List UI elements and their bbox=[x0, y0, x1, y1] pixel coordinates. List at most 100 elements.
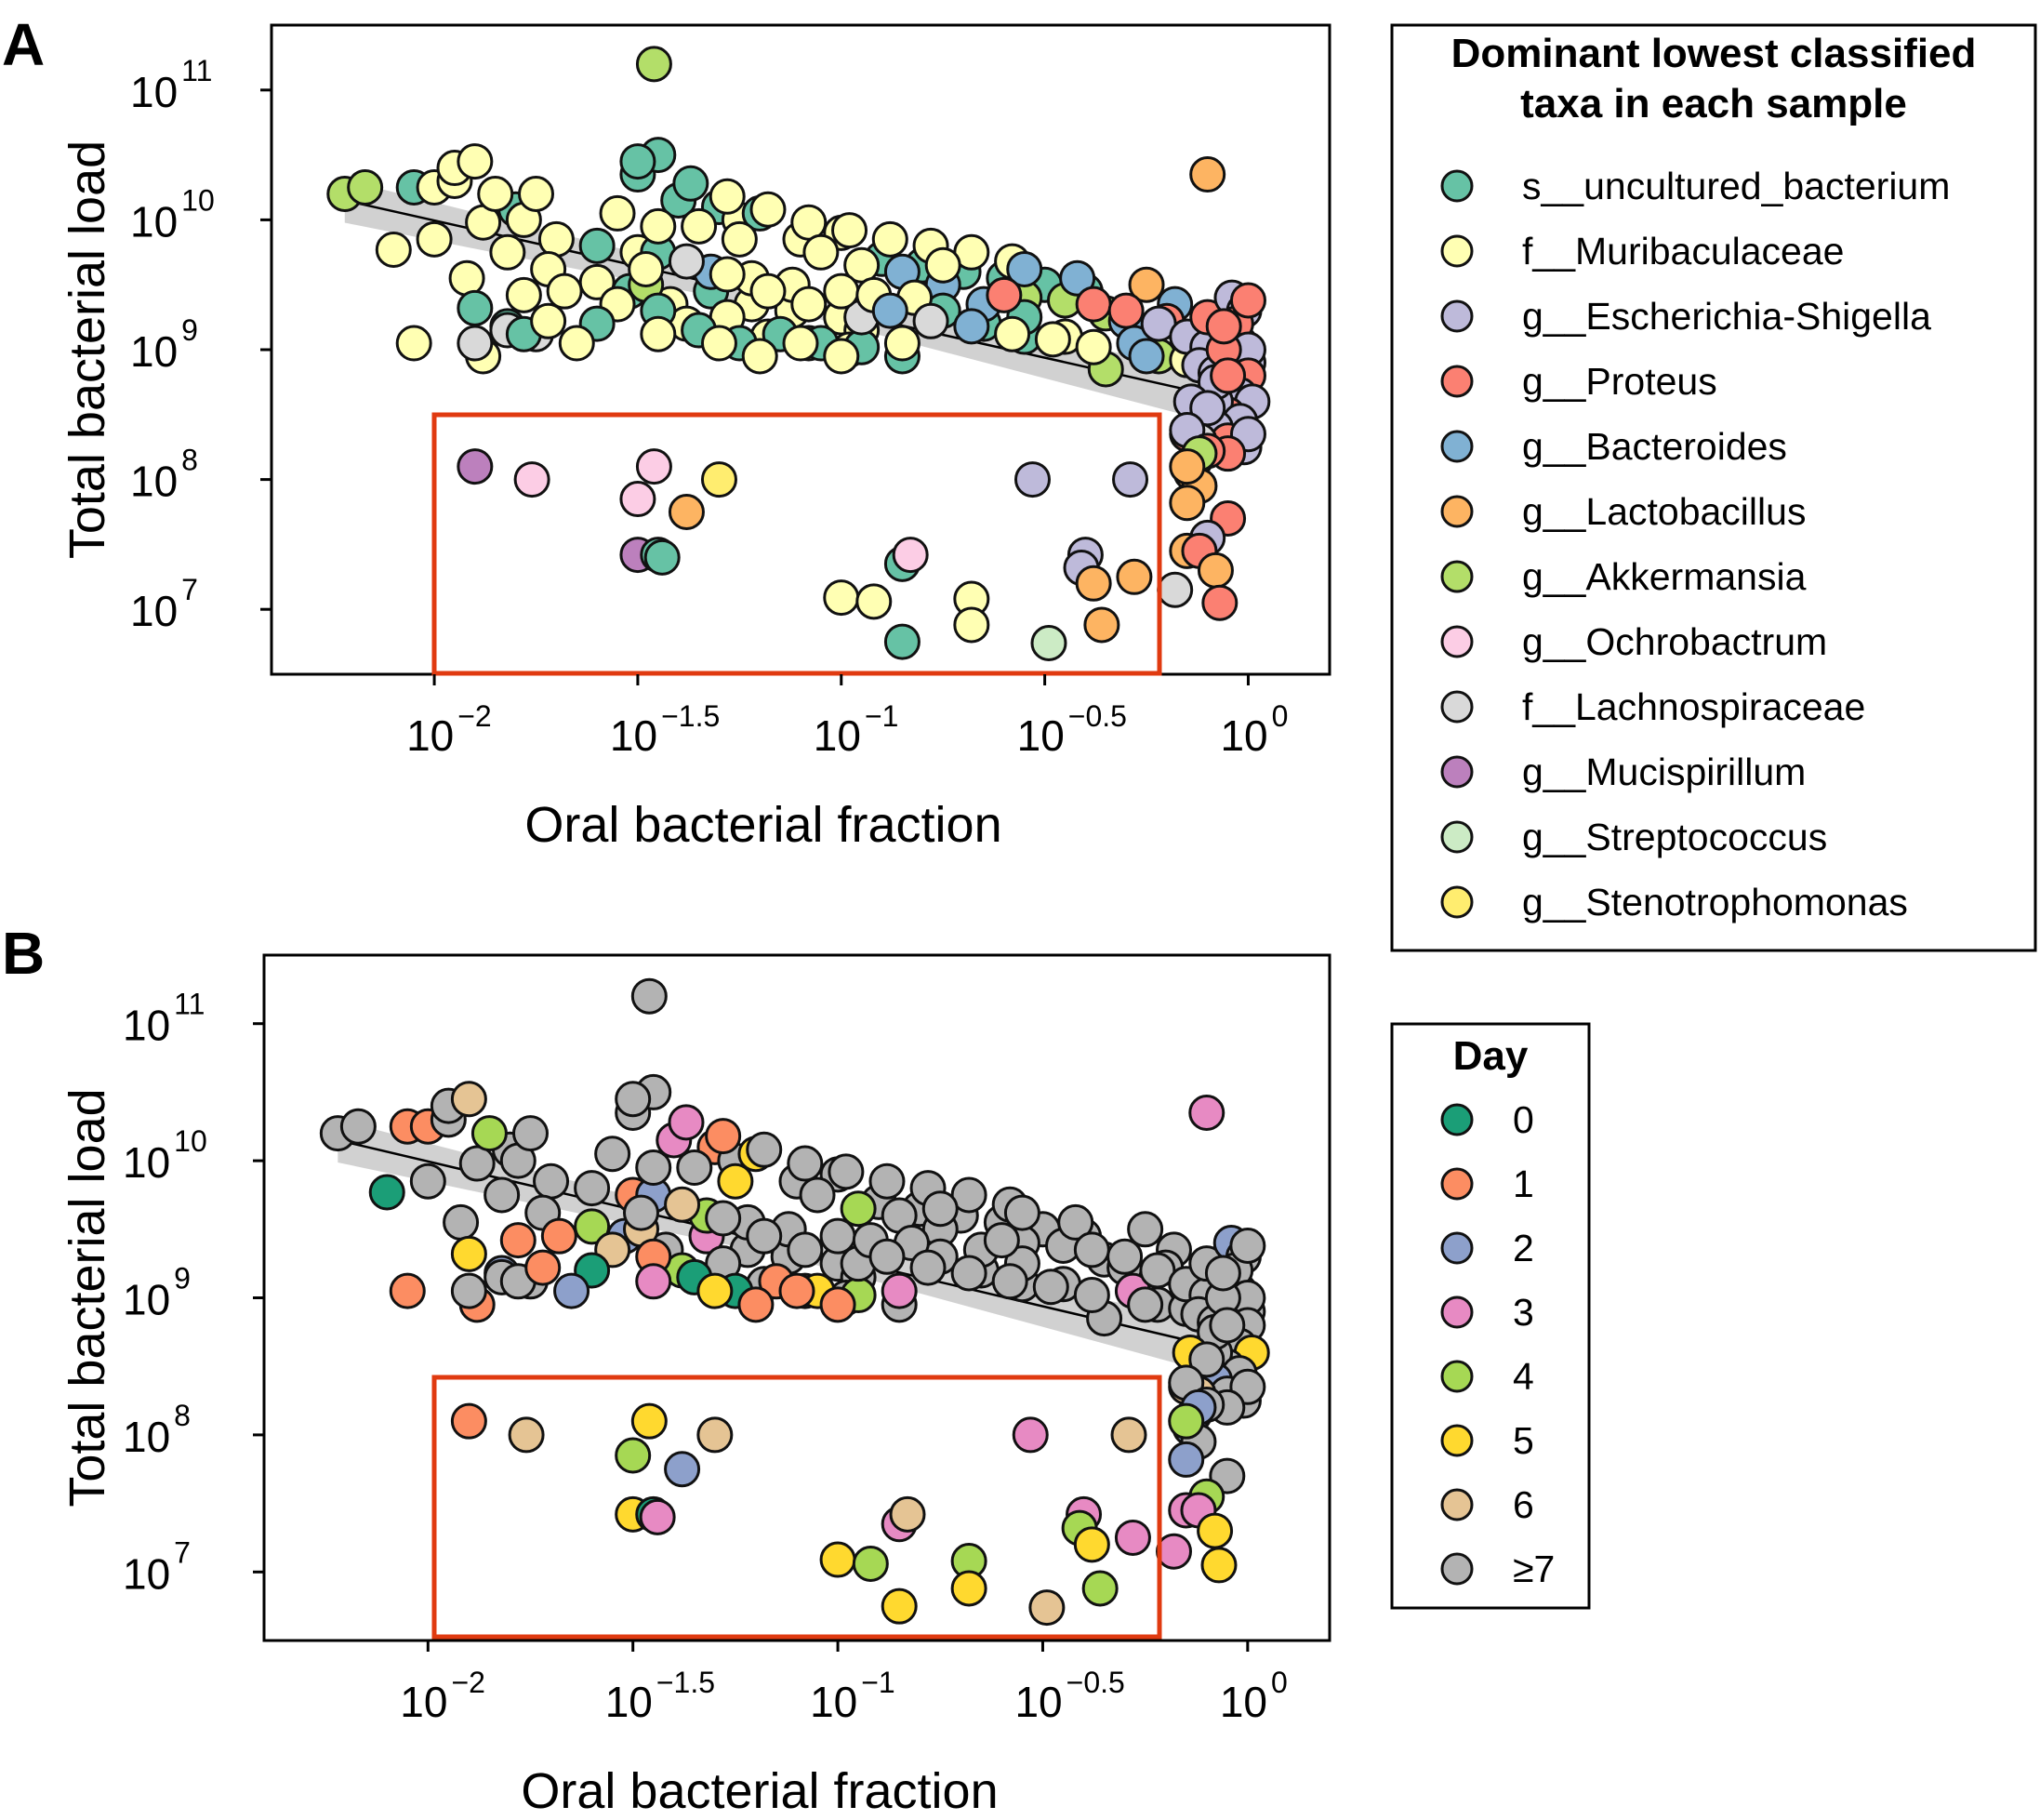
data-point bbox=[578, 227, 616, 264]
highlight-box bbox=[431, 1375, 1162, 1640]
data-point bbox=[623, 1194, 660, 1231]
data-point bbox=[802, 233, 840, 271]
data-point bbox=[991, 1263, 1028, 1300]
data-point bbox=[1189, 156, 1226, 193]
legend-label: 4 bbox=[1513, 1355, 1534, 1398]
legend-marker bbox=[1440, 495, 1474, 528]
data-point bbox=[1107, 292, 1145, 329]
x-tick-label: 10 0 bbox=[1220, 1666, 1288, 1726]
y-tick-label: 10 7 bbox=[130, 573, 198, 635]
data-point bbox=[983, 1222, 1020, 1259]
legend-item: 6 bbox=[1440, 1483, 1534, 1526]
scatter-plot-b: 10 −2 10 −1.5 10 −1 10 −0.5 10 0 10 7 10 8 10 9 10 10 10 11… bbox=[60, 953, 1331, 1819]
data-point bbox=[640, 315, 677, 352]
y-tick-label: 10 11 bbox=[123, 988, 205, 1050]
y-tick-label: 10 10 bbox=[130, 183, 215, 246]
data-point bbox=[615, 1081, 652, 1118]
data-point bbox=[457, 289, 494, 326]
data-point bbox=[892, 537, 929, 574]
data-point bbox=[1188, 1095, 1225, 1132]
legend-marker bbox=[1440, 690, 1474, 724]
legend-item: f__Muribaculaceae bbox=[1440, 230, 1844, 272]
data-point bbox=[635, 448, 672, 485]
data-point bbox=[1003, 1194, 1040, 1231]
data-point bbox=[672, 165, 709, 202]
data-point bbox=[994, 315, 1031, 352]
data-point bbox=[1030, 624, 1067, 661]
data-point bbox=[700, 325, 737, 362]
data-point bbox=[450, 1081, 487, 1118]
legend-item: g__Lactobacillus bbox=[1440, 490, 1806, 533]
legend-label: g__Lactobacillus bbox=[1522, 490, 1806, 533]
data-point bbox=[1006, 250, 1043, 287]
data-point bbox=[1057, 1203, 1094, 1241]
legend-marker bbox=[1440, 169, 1474, 203]
data-point bbox=[1116, 558, 1153, 595]
legend-label: 2 bbox=[1513, 1227, 1534, 1269]
data-point bbox=[721, 220, 758, 258]
legend-item: g__Stenotrophomonas bbox=[1440, 881, 1908, 923]
plot-area bbox=[326, 46, 1271, 661]
data-point bbox=[639, 1498, 676, 1535]
data-point bbox=[1034, 321, 1071, 358]
data-point bbox=[530, 302, 567, 339]
data-point bbox=[1197, 551, 1234, 589]
data-point bbox=[1209, 1307, 1246, 1344]
legend-label: 5 bbox=[1513, 1419, 1534, 1462]
legend-label: g__Streptococcus bbox=[1522, 816, 1827, 858]
panel-letter-b: B bbox=[2, 920, 45, 987]
data-point bbox=[1168, 1402, 1205, 1440]
x-tick-label: 10 −1 bbox=[810, 1666, 895, 1726]
data-point bbox=[1106, 1238, 1144, 1275]
panel-a: A 10 −2 10 −1.5 10 −1 10 −0.5 10 010 710 810 910 1010… bbox=[2, 11, 2037, 952]
data-point bbox=[513, 461, 550, 498]
legend-item: g__Streptococcus bbox=[1440, 816, 1827, 858]
legend-marker bbox=[1440, 299, 1474, 333]
data-point bbox=[953, 308, 990, 345]
legend-a: Dominant lowest classified taxa in each s… bbox=[1390, 23, 2037, 952]
x-axis-label: Oral bacterial fraction bbox=[524, 797, 1001, 853]
data-point bbox=[840, 1190, 877, 1228]
data-point bbox=[635, 46, 672, 83]
x-tick-label: 10 0 bbox=[1220, 699, 1288, 760]
legend-item: 0 bbox=[1440, 1098, 1534, 1141]
data-point bbox=[1081, 1570, 1119, 1607]
data-point bbox=[1188, 1341, 1225, 1378]
data-point bbox=[1169, 448, 1206, 485]
legend-label: g__Escherichia-Shigella bbox=[1522, 295, 1931, 338]
data-point bbox=[950, 1570, 987, 1607]
y-tick-label: 10 9 bbox=[130, 313, 198, 376]
data-point bbox=[458, 1145, 496, 1182]
data-point bbox=[749, 272, 787, 310]
legend-title: Dominant lowest classified bbox=[1451, 31, 1977, 76]
data-point bbox=[868, 1162, 906, 1200]
legend-item: 4 bbox=[1440, 1355, 1534, 1398]
data-point bbox=[799, 1176, 836, 1214]
data-point bbox=[1012, 1416, 1049, 1454]
legend-label: g__Ochrobactrum bbox=[1522, 620, 1827, 663]
legend-title: Day bbox=[1453, 1033, 1529, 1079]
data-point bbox=[594, 1136, 631, 1173]
data-point bbox=[1075, 328, 1112, 365]
legend-item: g__Proteus bbox=[1440, 360, 1717, 403]
data-point bbox=[518, 175, 554, 212]
data-point bbox=[819, 1217, 856, 1255]
data-point bbox=[1028, 1589, 1066, 1627]
data-point bbox=[746, 1217, 783, 1255]
data-point bbox=[705, 1200, 742, 1237]
data-point bbox=[889, 1495, 926, 1533]
y-tick-label: 10 8 bbox=[130, 444, 198, 506]
data-point bbox=[1114, 1519, 1151, 1556]
data-point bbox=[1205, 308, 1242, 345]
data-point bbox=[790, 286, 828, 323]
legend-marker bbox=[1440, 755, 1474, 789]
legend-label: g__Stenotrophomonas bbox=[1522, 881, 1908, 923]
data-point bbox=[643, 538, 681, 576]
data-point bbox=[540, 1217, 577, 1255]
data-point bbox=[574, 1208, 611, 1245]
data-point bbox=[696, 1272, 734, 1309]
data-point bbox=[389, 1272, 426, 1309]
data-point bbox=[450, 1272, 487, 1309]
legend-marker bbox=[1440, 560, 1474, 593]
data-point bbox=[1200, 1547, 1238, 1584]
